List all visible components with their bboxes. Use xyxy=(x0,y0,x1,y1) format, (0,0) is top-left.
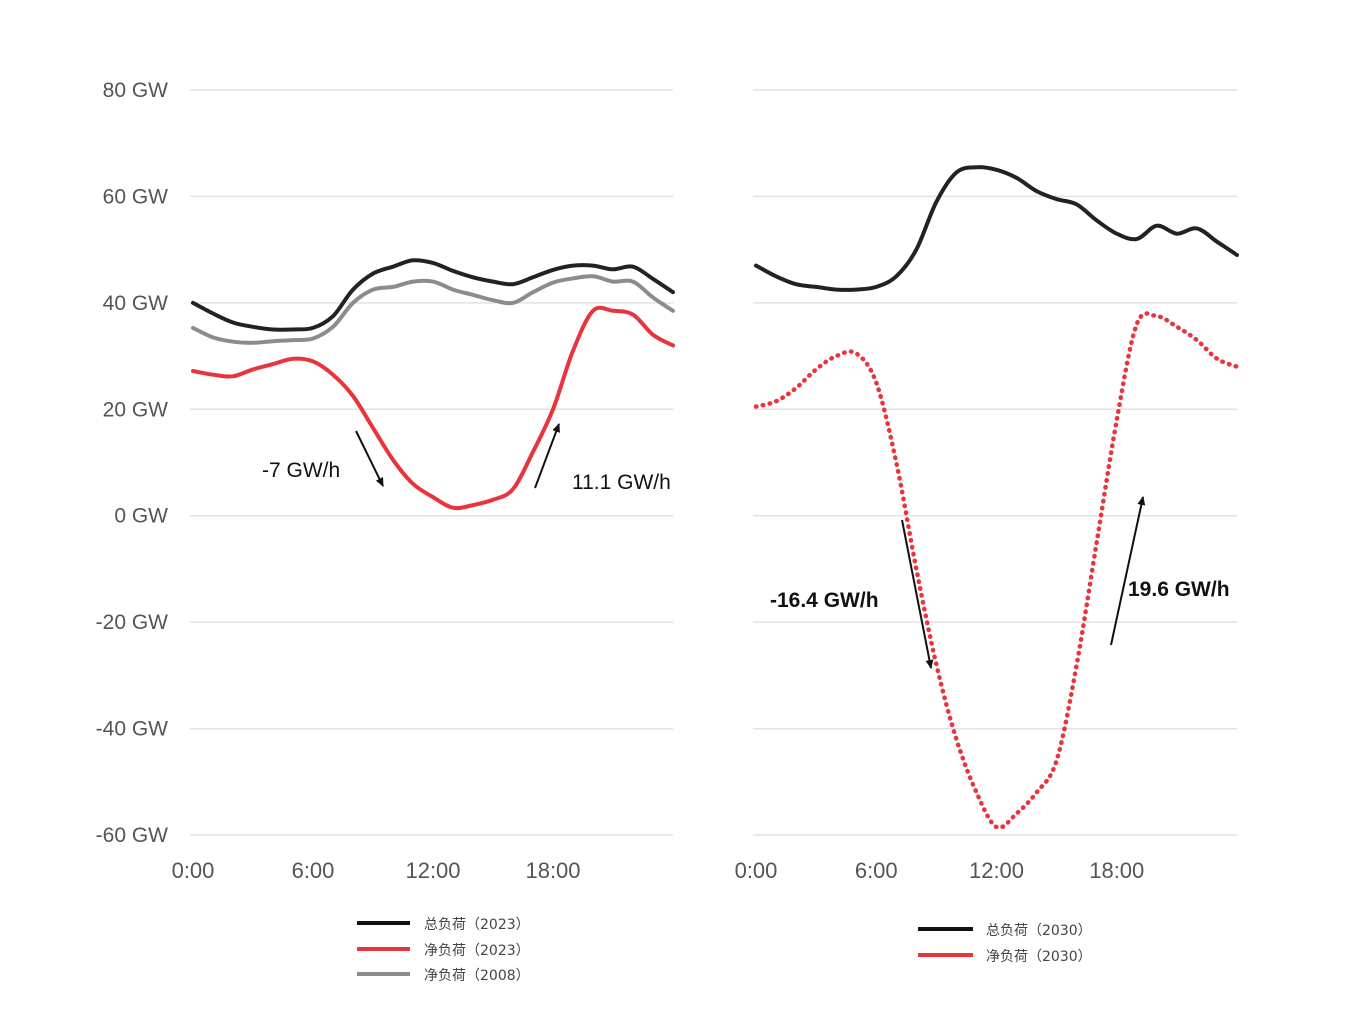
ramp-up-arrow xyxy=(534,423,560,489)
y-tick-label: 80 GW xyxy=(103,79,169,102)
ramp-down-label: -16.4 GW/h xyxy=(770,589,879,612)
y-tick-labels: 80 GW 60 GW 40 GW 20 GW 0 GW -20 GW -40 GW -60 … xyxy=(96,79,169,847)
ramp-down-arrow xyxy=(901,519,934,669)
chart-panel-2030: 0:00 6:00 12:00 18:00 -16.4 GW/h 19.6 GW/h … xyxy=(735,89,1240,965)
x-tick-label: 12:00 xyxy=(405,858,460,883)
y-tick-label: 20 GW xyxy=(103,398,169,421)
x-tick-label: 0:00 xyxy=(172,858,215,883)
y-tick-label: 40 GW xyxy=(103,292,169,315)
series-lines xyxy=(753,165,1240,830)
chart-panel-2023: 80 GW 60 GW 40 GW 20 GW 0 GW -20 GW -40 GW -60 … xyxy=(96,79,675,984)
y-tick-label: -40 GW xyxy=(96,718,169,741)
legend-label: 净负荷（2030） xyxy=(986,949,1092,965)
ramp-up-label: 11.1 GW/h xyxy=(572,471,671,494)
y-tick-label: 60 GW xyxy=(103,185,169,208)
x-tick-label: 0:00 xyxy=(735,858,778,883)
y-tick-label: -20 GW xyxy=(96,611,169,634)
x-tick-label: 6:00 xyxy=(855,858,898,883)
ramp-down-arrow xyxy=(355,430,384,487)
legend-2023: 总负荷（2023） 净负荷（2023） 净负荷（2008） xyxy=(357,917,530,984)
x-tick-labels: 0:00 6:00 12:00 18:00 xyxy=(172,858,581,883)
x-tick-label: 18:00 xyxy=(525,858,580,883)
y-tick-label: -60 GW xyxy=(96,824,169,847)
series-line xyxy=(753,311,1240,830)
x-tick-labels: 0:00 6:00 12:00 18:00 xyxy=(735,858,1145,883)
x-tick-label: 6:00 xyxy=(292,858,335,883)
gridlines xyxy=(753,89,1237,836)
legend-label: 净负荷（2023） xyxy=(424,943,530,959)
legend-label: 总负荷（2030） xyxy=(986,923,1092,939)
series-lines xyxy=(191,258,675,511)
series-line xyxy=(191,258,675,332)
y-tick-label: 0 GW xyxy=(114,505,168,528)
legend-label: 净负荷（2008） xyxy=(424,968,530,984)
legend-label: 总负荷（2023） xyxy=(424,917,530,933)
x-tick-label: 18:00 xyxy=(1089,858,1144,883)
series-line xyxy=(191,274,675,345)
gridlines xyxy=(190,89,673,836)
series-line xyxy=(191,305,675,511)
ramp-up-arrow xyxy=(1110,496,1146,646)
ramp-down-label: -7 GW/h xyxy=(262,459,340,482)
legend-2030: 总负荷（2030） 净负荷（2030） xyxy=(918,923,1092,965)
ramp-up-label: 19.6 GW/h xyxy=(1128,578,1230,601)
x-tick-label: 12:00 xyxy=(969,858,1024,883)
series-line xyxy=(754,165,1239,292)
